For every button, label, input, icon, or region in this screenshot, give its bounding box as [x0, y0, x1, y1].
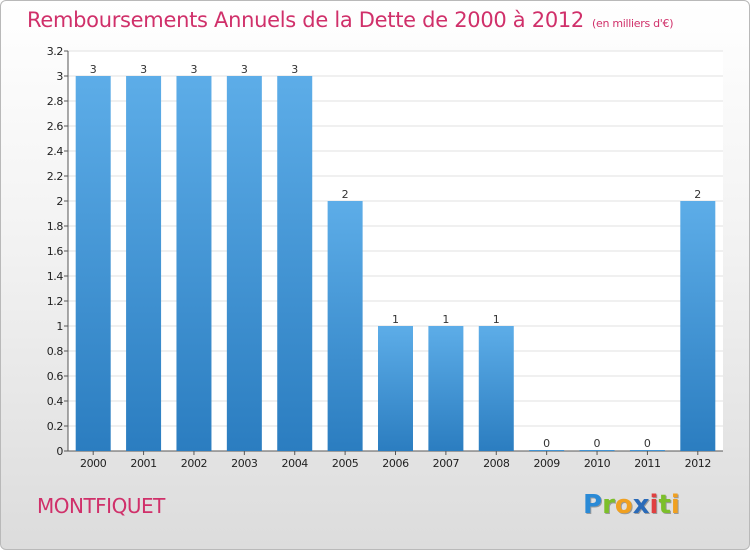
data-label: 1 [442, 313, 449, 326]
x-tick-label: 2001 [130, 457, 156, 470]
y-tick-label: 1 [56, 320, 63, 333]
y-tick-label: 3 [56, 70, 63, 83]
logo-letter: i [649, 490, 659, 520]
x-tick-label: 2009 [533, 457, 560, 470]
y-tick-label: 0.2 [47, 420, 63, 433]
x-tick-label: 2004 [282, 457, 309, 470]
y-tick-label: 0.6 [47, 370, 64, 383]
logo-letter: P [583, 490, 603, 520]
data-label: 1 [392, 313, 399, 326]
data-label: 0 [543, 437, 550, 450]
bar-2009 [529, 450, 565, 451]
y-tick-label: 2.4 [47, 145, 64, 158]
label-layer: 3 3 3 3 3 2 1 1 1 0 0 0 2 [90, 63, 702, 450]
x-tick-label: 2008 [483, 457, 510, 470]
bar-2012 [680, 201, 716, 451]
x-tick-label: 2006 [382, 457, 409, 470]
x-tick-label: 2011 [634, 457, 660, 470]
y-tick-label: 0.4 [47, 395, 64, 408]
data-label: 1 [493, 313, 500, 326]
logo-letter: r [602, 490, 615, 520]
y-tick-label: 3.2 [47, 45, 63, 58]
chart-unit: (en milliers d'€) [592, 17, 674, 30]
y-tick-label: 2.2 [47, 170, 63, 183]
data-label: 3 [190, 63, 197, 76]
bar-2002 [176, 76, 212, 451]
y-tick-label: 1.8 [47, 220, 64, 233]
x-tick-label: 2007 [433, 457, 460, 470]
bar-2010 [579, 450, 615, 451]
y-tick-label: 2.6 [47, 120, 64, 133]
y-tick-label: 2.8 [47, 95, 64, 108]
x-tick-label: 2005 [332, 457, 359, 470]
x-tick-label: 2010 [584, 457, 611, 470]
bar-2005 [327, 201, 363, 451]
y-tick-label: 0 [56, 445, 63, 458]
y-tick-label: 1.2 [47, 295, 63, 308]
logo-letter: t [658, 490, 671, 520]
chart-title: Remboursements Annuels de la Dette de 20… [27, 8, 674, 32]
y-tick-label: 0.8 [47, 345, 64, 358]
bar-2000 [75, 76, 111, 451]
bar-2011 [629, 450, 665, 451]
bar-2007 [428, 326, 464, 451]
x-tick-label: 2012 [685, 457, 711, 470]
logo-letter: x [632, 490, 650, 520]
bar-2003 [226, 76, 262, 451]
x-tick-label: 2002 [181, 457, 207, 470]
bar-layer [75, 76, 716, 451]
bar-2004 [277, 76, 313, 451]
data-label: 3 [241, 63, 248, 76]
logo-letter: i [670, 490, 680, 520]
y-tick-label: 1.6 [47, 245, 64, 258]
x-tick-label: 2003 [231, 457, 258, 470]
data-label: 3 [140, 63, 147, 76]
bar-2001 [126, 76, 162, 451]
data-label: 0 [594, 437, 601, 450]
data-label: 0 [644, 437, 651, 450]
y-tick-label: 2 [56, 195, 63, 208]
bar-2006 [378, 326, 413, 451]
data-label: 2 [342, 188, 349, 201]
commune-name: MONTFIQUET [37, 494, 165, 518]
axis-layer: 0 0.2 0.4 0.6 0.8 1 1.2 1.4 1.6 1.8 2 2.2 2.4 2.6 2.8 3… [47, 45, 723, 470]
y-tick-label: 1.4 [47, 270, 64, 283]
proxiti-logo[interactable]: Proxiti [583, 490, 680, 520]
x-tick-label: 2000 [80, 457, 107, 470]
data-label: 3 [90, 63, 97, 76]
logo-letter: o [614, 490, 633, 520]
bar-2008 [478, 326, 514, 451]
data-label: 3 [291, 63, 298, 76]
data-label: 2 [694, 188, 701, 201]
